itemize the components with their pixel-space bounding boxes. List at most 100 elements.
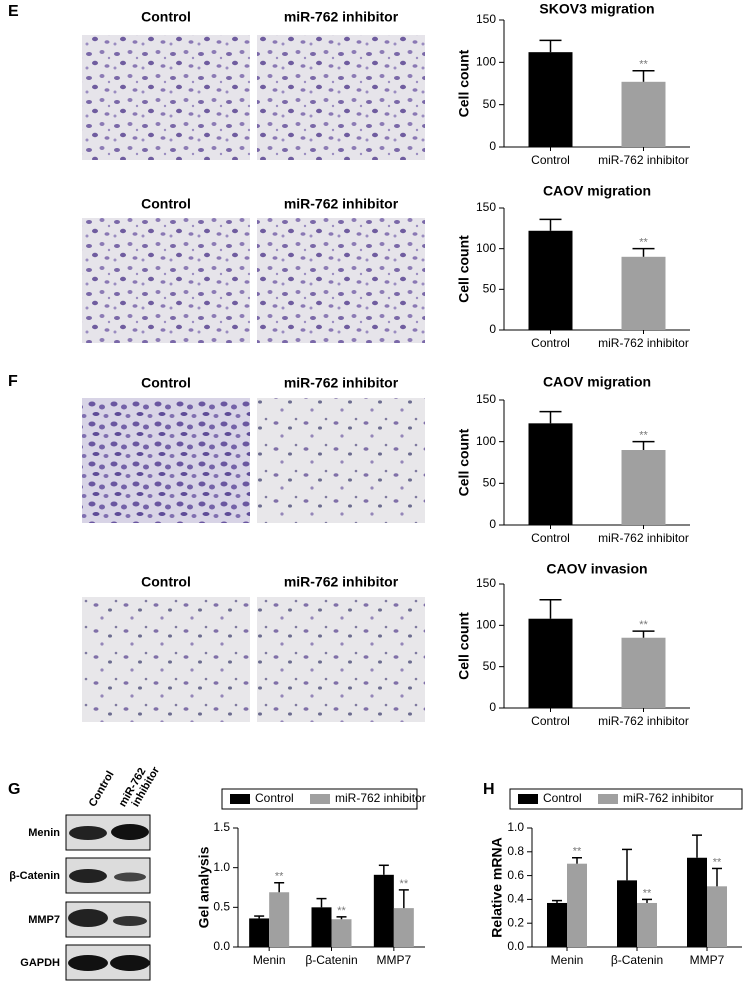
bar [687, 857, 707, 947]
band [111, 824, 149, 840]
chart-title: CAOV invasion [546, 561, 647, 577]
legend-label: Control [543, 791, 582, 805]
y-tick-label: 0.4 [507, 892, 524, 906]
y-tick-label: 0 [489, 517, 496, 531]
bar [621, 637, 666, 708]
panel-letter: G [8, 781, 20, 798]
y-tick-label: 150 [476, 12, 496, 26]
band [114, 872, 146, 882]
bar [621, 256, 666, 330]
y-tick-label: 100 [476, 618, 496, 632]
x-tick-label: Menin [253, 953, 286, 967]
panel-letter: H [483, 781, 495, 798]
y-tick-label: 1.5 [213, 820, 230, 834]
annotation: ** [639, 430, 648, 442]
chart-title: SKOV3 migration [539, 1, 654, 17]
x-tick-label: Control [531, 531, 570, 545]
y-tick-label: 50 [483, 282, 497, 296]
x-tick-label: β-Catenin [305, 953, 357, 967]
blot-row-label: β-Catenin [9, 870, 60, 882]
y-tick-label: 0.0 [507, 939, 524, 953]
bar [269, 892, 290, 947]
y-axis-label: Cell count [456, 428, 472, 496]
panel-letter: F [8, 373, 18, 390]
bar [528, 423, 573, 525]
chart-title: CAOV migration [543, 374, 651, 390]
y-tick-label: 1.0 [507, 820, 524, 834]
bar [621, 450, 666, 525]
micrograph [257, 35, 425, 160]
bar [637, 902, 657, 947]
image-label: miR-762 inhibitor [284, 196, 399, 212]
y-tick-label: 150 [476, 576, 496, 590]
micrographs [82, 35, 425, 722]
y-tick-label: 0.0 [213, 939, 230, 953]
y-tick-label: 100 [476, 55, 496, 69]
legend-swatch [518, 794, 538, 804]
y-tick-label: 0.6 [507, 868, 524, 882]
legend-swatch [230, 794, 250, 804]
annotation: ** [639, 237, 648, 249]
y-tick-label: 150 [476, 392, 496, 406]
y-tick-label: 150 [476, 200, 496, 214]
y-axis-label: Relative mRNA [489, 837, 505, 937]
annotation: ** [275, 871, 284, 883]
annotation: ** [337, 905, 346, 917]
x-tick-label: MMP7 [376, 953, 411, 967]
y-axis-label: Gel analysis [196, 846, 212, 928]
blot-row-label: MMP7 [28, 914, 60, 926]
y-tick-label: 0 [489, 139, 496, 153]
annotation: ** [639, 59, 648, 71]
legend-box [509, 788, 743, 810]
micrograph [82, 35, 250, 160]
bar [567, 863, 587, 947]
y-axis-label: Cell count [456, 612, 472, 680]
x-tick-label: miR-762 inhibitor [598, 153, 689, 167]
y-tick-label: 1.0 [213, 860, 230, 874]
bar [311, 907, 332, 947]
legend-box [221, 788, 418, 810]
y-tick-label: 0 [489, 322, 496, 336]
x-tick-label: Control [531, 153, 570, 167]
y-tick-label: 50 [483, 659, 497, 673]
legend-label: Control [255, 791, 294, 805]
image-label: Control [141, 196, 191, 212]
annotation: ** [713, 856, 722, 868]
x-tick-label: MMP7 [690, 953, 725, 967]
legend-label: miR-762 inhibitor [335, 791, 426, 805]
micrograph [257, 218, 425, 343]
micrograph [257, 597, 425, 722]
image-label: miR-762 inhibitor [284, 574, 399, 590]
micrograph [82, 597, 250, 722]
y-axis-label: Cell count [456, 49, 472, 117]
bar [393, 908, 414, 947]
band [68, 955, 108, 971]
y-axis-label: Cell count [456, 235, 472, 303]
y-tick-label: 0.8 [507, 844, 524, 858]
band [110, 955, 150, 971]
y-tick-label: 100 [476, 241, 496, 255]
bar [621, 81, 666, 147]
x-tick-label: Control [531, 336, 570, 350]
x-tick-label: miR-762 inhibitor [598, 336, 689, 350]
bar [331, 919, 352, 947]
band [69, 869, 107, 883]
y-tick-label: 50 [483, 476, 497, 490]
legend-label: miR-762 inhibitor [623, 791, 714, 805]
image-label: Control [141, 574, 191, 590]
bar [249, 918, 270, 947]
band [69, 826, 107, 840]
image-label: Control [141, 9, 191, 25]
image-label: miR-762 inhibitor [284, 9, 399, 25]
annotation: ** [639, 619, 648, 631]
y-tick-label: 100 [476, 434, 496, 448]
bar [528, 230, 573, 330]
chart-title: CAOV migration [543, 183, 651, 199]
annotation: ** [400, 878, 409, 890]
x-tick-label: Menin [551, 953, 584, 967]
x-tick-label: miR-762 inhibitor [598, 714, 689, 728]
blot [65, 814, 151, 981]
lane-label: Control [87, 769, 117, 809]
micrograph [82, 218, 250, 343]
band [113, 916, 147, 926]
